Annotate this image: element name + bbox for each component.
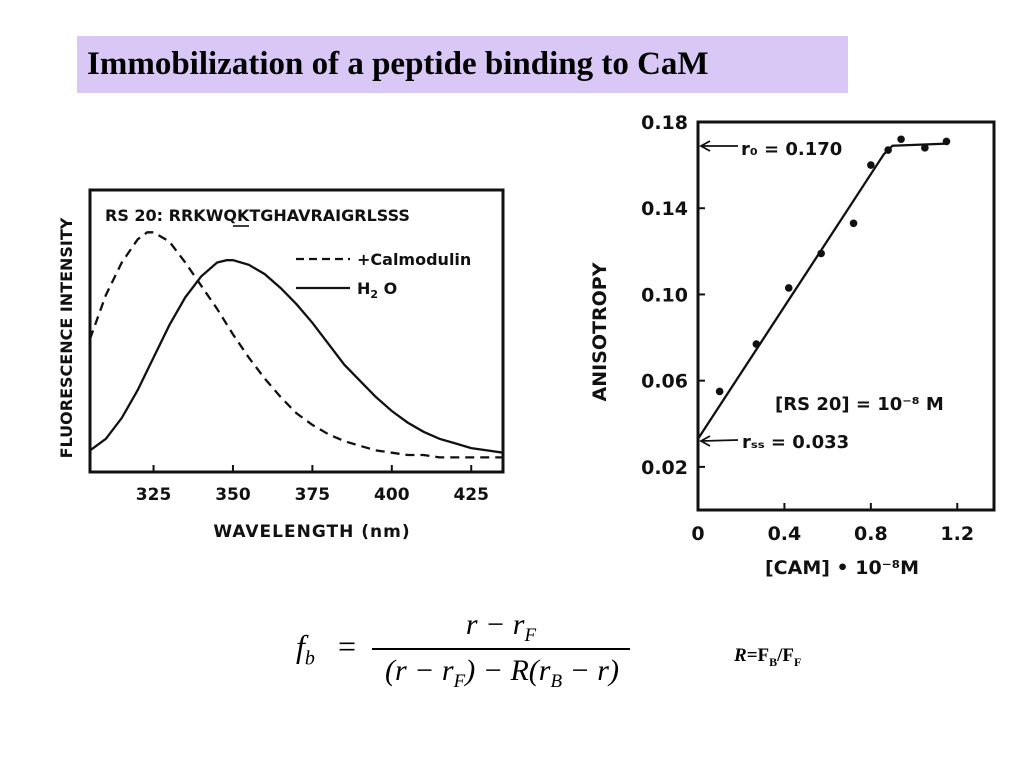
formula-denominator: (r − rF) − R(rB − r) bbox=[385, 654, 619, 692]
anisotropy-data-point bbox=[942, 137, 951, 146]
anisotropy-data-point bbox=[784, 284, 793, 292]
anisotropy-data-point bbox=[884, 146, 892, 154]
fluorescence-plot-frame bbox=[88, 188, 505, 474]
r0-annotation: r₀ = 0.170 bbox=[741, 139, 842, 160]
anisotropy-y-tick-label: 0.18 bbox=[641, 112, 688, 134]
brightness-ratio: R=FB/FF bbox=[734, 645, 802, 669]
title-banner: Immobilization of a peptide binding to C… bbox=[77, 36, 848, 93]
fluorescence-x-ticks: 325 350 375 400 425 bbox=[136, 465, 489, 505]
peptide-sequence-label: RS 20: RRKWQKTGHAVRAIGRLSSS bbox=[105, 206, 410, 225]
formula-numerator: r − rF bbox=[465, 608, 537, 646]
anisotropy-data-point bbox=[897, 135, 905, 144]
anisotropy-data-point bbox=[752, 340, 761, 348]
fluorescence-x-tick-label: 350 bbox=[215, 485, 251, 505]
anisotropy-x-tick-label: 0 bbox=[691, 523, 704, 545]
rss-annotation: rₛₛ = 0.033 bbox=[742, 432, 849, 453]
fluorescence-x-tick-label: 375 bbox=[295, 485, 331, 505]
fluorescence-curves bbox=[88, 231, 504, 459]
water-curve bbox=[89, 259, 504, 454]
anisotropy-ticks: 0 0.4 0.8 1.2 0.02 0.06 0.10 0.14 0.18 bbox=[641, 112, 974, 545]
formula-fraction-bar bbox=[372, 648, 630, 650]
legend-calmodulin-label: +Calmodulin bbox=[357, 250, 471, 269]
anisotropy-data-point bbox=[867, 161, 875, 169]
fluorescence-ylabel: FLUORESCENCE INTENSITY bbox=[57, 217, 76, 458]
anisotropy-data-point bbox=[715, 387, 724, 396]
anisotropy-marks bbox=[697, 135, 951, 440]
anisotropy-data-point bbox=[921, 144, 929, 152]
formula-lhs: fb bbox=[296, 628, 315, 670]
concentration-annotation: [RS 20] = 10⁻⁸ M bbox=[775, 394, 944, 415]
fluorescence-x-tick-label: 325 bbox=[136, 485, 172, 505]
anisotropy-data-point bbox=[849, 219, 858, 228]
anisotropy-x-tick-label: 0.8 bbox=[854, 523, 888, 545]
anisotropy-plot-frame bbox=[696, 120, 996, 512]
anisotropy-data-point bbox=[817, 249, 825, 258]
fluorescence-x-tick-label: 400 bbox=[374, 485, 410, 505]
anisotropy-xlabel: [CAM] • 10⁻⁸M bbox=[765, 557, 919, 579]
anisotropy-x-tick-label: 0.4 bbox=[768, 523, 802, 545]
anisotropy-x-tick-label: 1.2 bbox=[940, 523, 974, 545]
anisotropy-y-tick-label: 0.10 bbox=[641, 284, 688, 306]
legend-water-label: H2 O bbox=[357, 279, 397, 301]
anisotropy-y-tick-label: 0.14 bbox=[641, 198, 688, 220]
binding-fraction-formula: fb = r − rF (r − rF) − R(rB − r) bbox=[290, 602, 650, 702]
anisotropy-y-tick-label: 0.06 bbox=[641, 371, 688, 393]
r0-arrow bbox=[699, 140, 738, 152]
calmodulin-curve bbox=[88, 231, 503, 459]
slide-title: Immobilization of a peptide binding to C… bbox=[87, 46, 709, 82]
rss-arrow bbox=[699, 435, 739, 447]
anisotropy-y-tick-label: 0.02 bbox=[641, 457, 688, 479]
formula-equals: = bbox=[338, 628, 357, 664]
anisotropy-ylabel: ANISOTROPY bbox=[589, 262, 611, 401]
fluorescence-x-tick-label: 425 bbox=[453, 485, 489, 505]
fluorescence-xlabel: WAVELENGTH (nm) bbox=[213, 522, 410, 542]
